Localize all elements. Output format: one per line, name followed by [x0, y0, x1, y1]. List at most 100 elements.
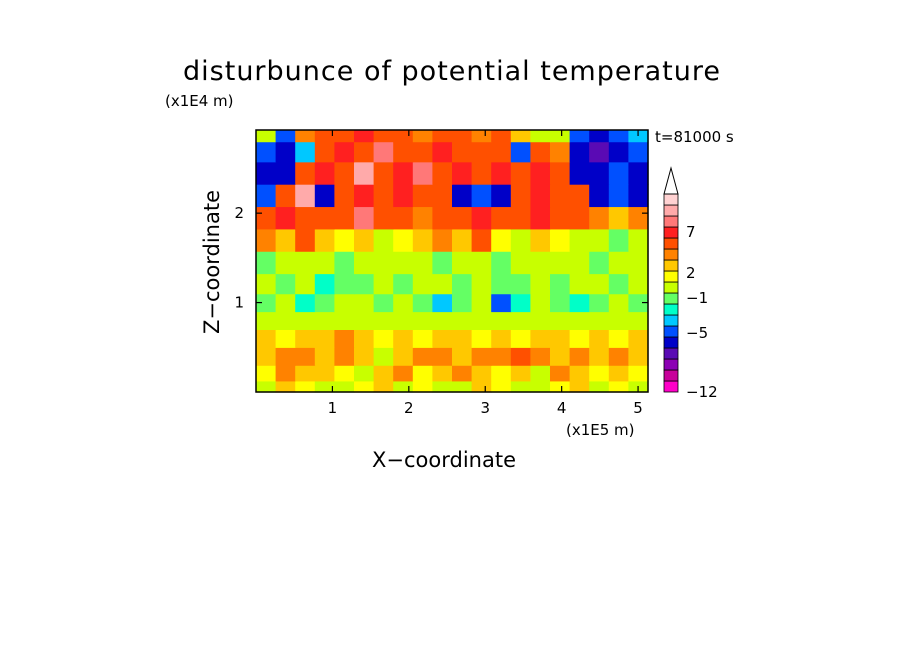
heatmap-cell — [393, 184, 414, 208]
heatmap-cell — [471, 206, 492, 230]
heatmap-cell — [608, 141, 629, 163]
heatmap-cell — [275, 365, 296, 382]
heatmap-cell — [432, 251, 453, 275]
heatmap-cell — [373, 293, 394, 313]
heatmap-cell — [393, 251, 414, 275]
heatmap-cell — [314, 206, 335, 230]
heatmap-cell — [314, 184, 335, 208]
heatmap-cell — [628, 293, 649, 313]
heatmap-cell — [550, 311, 571, 331]
heatmap-cell — [491, 293, 512, 313]
heatmap-cell — [510, 251, 531, 275]
heatmap-cell — [510, 347, 531, 366]
heatmap-cell — [589, 365, 610, 382]
heatmap-cell — [491, 329, 512, 348]
heatmap-cell — [471, 184, 492, 208]
colorbar-segment — [663, 281, 679, 294]
colorbar-segment — [663, 380, 679, 393]
heatmap-cell — [295, 273, 316, 295]
heatmap-cell — [373, 347, 394, 366]
heatmap-cell — [471, 273, 492, 295]
y-tick-label: 1 — [234, 294, 244, 312]
heatmap-cell — [256, 329, 277, 348]
heatmap-cell — [452, 273, 473, 295]
heatmap-cell — [608, 251, 629, 275]
heatmap-cell — [491, 273, 512, 295]
heatmap-cell — [608, 273, 629, 295]
heatmap-cell — [550, 293, 571, 313]
heatmap-cell — [295, 329, 316, 348]
heatmap-cell — [432, 380, 453, 393]
heatmap-cell — [452, 329, 473, 348]
heatmap-cell — [628, 141, 649, 163]
heatmap-cell — [432, 311, 453, 331]
heatmap-cell — [550, 161, 571, 185]
colorbar-label: −12 — [686, 383, 718, 401]
heatmap-cell — [608, 365, 629, 382]
heatmap-cell — [569, 228, 590, 252]
heatmap-cell — [412, 311, 433, 331]
heatmap-cell — [256, 206, 277, 230]
heatmap-cell — [432, 273, 453, 295]
heatmap-cell — [569, 161, 590, 185]
colorbar-segment — [663, 303, 679, 316]
heatmap-cell — [491, 130, 512, 143]
heatmap-cell — [412, 329, 433, 348]
heatmap-cell — [334, 347, 355, 366]
heatmap-cell — [393, 380, 414, 393]
heatmap-cell — [275, 293, 296, 313]
heatmap-cell — [412, 206, 433, 230]
heatmap-cell — [393, 141, 414, 163]
chart-title: disturbunce of potential temperature — [183, 56, 721, 87]
heatmap-cell — [275, 130, 296, 143]
heatmap-cell — [432, 365, 453, 382]
heatmap-cell — [569, 184, 590, 208]
heatmap-cell — [608, 161, 629, 185]
heatmap-cell — [569, 251, 590, 275]
heatmap-cell — [256, 251, 277, 275]
heatmap-cell — [530, 206, 551, 230]
heatmap-cell — [589, 251, 610, 275]
heatmap-cell — [412, 184, 433, 208]
heatmap-cell — [295, 311, 316, 331]
heatmap-cell — [510, 206, 531, 230]
heatmap-cell — [569, 141, 590, 163]
heatmap-cell — [530, 293, 551, 313]
colorbar-segment — [663, 204, 679, 217]
colorbar-segment — [663, 193, 679, 206]
heatmap-cell — [589, 311, 610, 331]
heatmap-cell — [589, 347, 610, 366]
heatmap-cell — [393, 293, 414, 313]
heatmap-cell — [530, 161, 551, 185]
heatmap-cell — [412, 141, 433, 163]
time-annotation: t=81000 s — [655, 128, 734, 146]
x-tick-label: 2 — [404, 399, 414, 417]
heatmap-cell — [334, 206, 355, 230]
heatmap-cell — [432, 184, 453, 208]
heatmap-cell — [373, 380, 394, 393]
heatmap-cell — [628, 251, 649, 275]
heatmap-cell — [334, 161, 355, 185]
heatmap-cell — [275, 329, 296, 348]
heatmap-cell — [256, 228, 277, 252]
heatmap-cell — [569, 273, 590, 295]
heatmap-cell — [530, 365, 551, 382]
heatmap-cell — [373, 273, 394, 295]
heatmap-cell — [510, 161, 531, 185]
heatmap-cell — [471, 228, 492, 252]
heatmap-cell — [256, 380, 277, 393]
heatmap-cell — [314, 161, 335, 185]
heatmap-cell — [550, 130, 571, 143]
heatmap-cell — [354, 273, 375, 295]
heatmap-cell — [510, 141, 531, 163]
heatmap-cell — [608, 184, 629, 208]
heatmap-cell — [471, 365, 492, 382]
heatmap-cell — [471, 251, 492, 275]
heatmap-cell — [510, 329, 531, 348]
heatmap-cell — [530, 184, 551, 208]
x-tick-label: 4 — [557, 399, 567, 417]
heatmap-cell — [275, 311, 296, 331]
heatmap-cell — [373, 329, 394, 348]
heatmap-cell — [354, 329, 375, 348]
heatmap-cell — [373, 141, 394, 163]
